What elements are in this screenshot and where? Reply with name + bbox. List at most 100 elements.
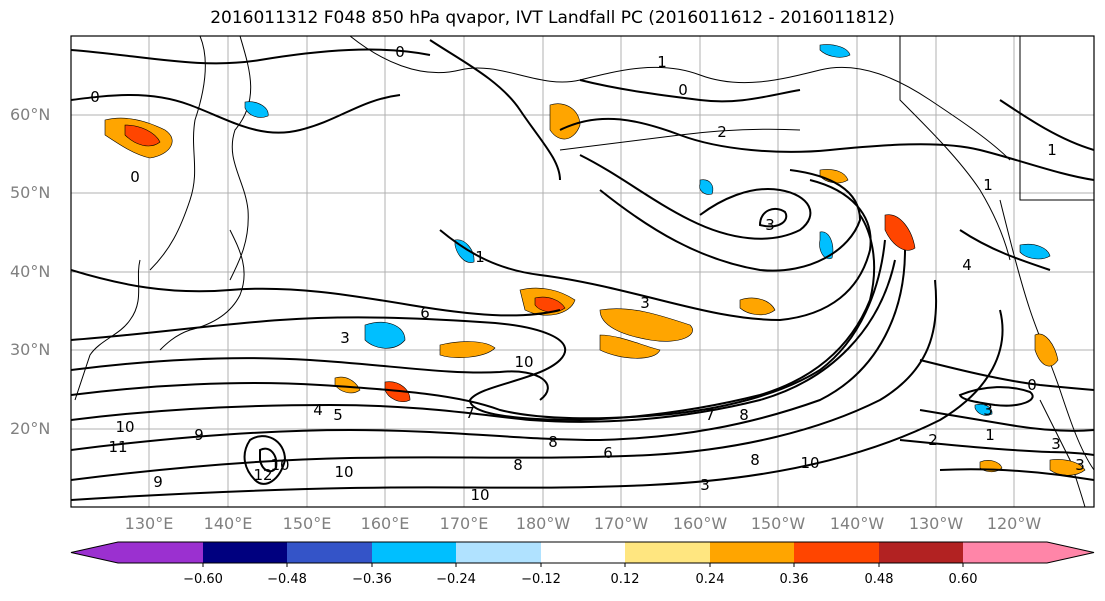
colorbar-extend-low bbox=[71, 542, 118, 563]
colorbar-swatch bbox=[287, 542, 372, 563]
contour-label: 3 bbox=[340, 329, 350, 347]
canada-coast bbox=[899, 36, 1011, 261]
contour-line bbox=[243, 435, 287, 485]
contour-label: 3 bbox=[765, 216, 775, 234]
contour-label: 0 bbox=[130, 168, 140, 186]
contour-line bbox=[919, 409, 1094, 432]
contour-label: 0 bbox=[1027, 376, 1037, 394]
contour-label: 4 bbox=[313, 401, 323, 419]
lon-label: 170°W bbox=[593, 514, 649, 533]
contour-line bbox=[579, 79, 801, 103]
contour-label: 0 bbox=[90, 88, 100, 106]
lon-label: 150°E bbox=[282, 514, 332, 533]
contour-label: 2 bbox=[717, 123, 727, 141]
contour-label: 3 bbox=[983, 401, 993, 419]
qvapor-patch bbox=[244, 101, 269, 118]
contour-line bbox=[999, 99, 1094, 151]
contour-line bbox=[599, 169, 862, 272]
lon-label: 140°E bbox=[203, 514, 253, 533]
qvapor-patch bbox=[974, 403, 993, 416]
contour-label: 1 bbox=[475, 248, 485, 266]
colorbar-tick-label: −0.60 bbox=[183, 572, 223, 587]
contour-label: 7 bbox=[705, 406, 715, 424]
contour-line bbox=[71, 239, 886, 420]
contour-label: 7 bbox=[465, 404, 475, 422]
contour-line bbox=[919, 359, 1094, 391]
contour-line bbox=[899, 439, 1094, 456]
qvapor-patch bbox=[439, 341, 496, 358]
contour-label: 3 bbox=[700, 476, 710, 494]
colorbar-tick-label: −0.12 bbox=[521, 572, 561, 587]
lon-label: 140°W bbox=[829, 514, 885, 533]
contour-label: 8 bbox=[548, 433, 558, 451]
colorbar-tick-label: 0.12 bbox=[610, 572, 640, 587]
colorbar-swatch bbox=[456, 542, 541, 563]
qvapor-patch bbox=[334, 376, 361, 394]
contour-label: 6 bbox=[603, 444, 613, 462]
asia-coast bbox=[229, 36, 252, 281]
colorbar-tick-label: −0.24 bbox=[436, 572, 476, 587]
colorbar-swatch bbox=[625, 542, 710, 563]
contour-label: 1 bbox=[657, 53, 667, 71]
qvapor-patch bbox=[1019, 243, 1051, 260]
colorbar-tick-label: 0.60 bbox=[948, 572, 978, 587]
lon-label: 160°W bbox=[672, 514, 728, 533]
colorbar-swatch bbox=[118, 542, 203, 563]
lat-label: 40°N bbox=[10, 262, 51, 281]
contour-line bbox=[71, 309, 1004, 501]
lat-label: 30°N bbox=[10, 340, 51, 359]
contour-line bbox=[439, 179, 872, 322]
qvapor-patch bbox=[884, 214, 916, 251]
contour-label: 1 bbox=[1047, 141, 1057, 159]
lon-label: 120°W bbox=[986, 514, 1042, 533]
japan-coast bbox=[159, 229, 245, 351]
contour-line bbox=[959, 229, 1051, 271]
contour-label: 8 bbox=[513, 456, 523, 474]
qvapor-patch bbox=[124, 124, 161, 147]
colorbar-swatch bbox=[541, 542, 625, 563]
contour-line bbox=[579, 154, 812, 240]
qvapor-patch bbox=[534, 296, 566, 313]
qvapor-patch bbox=[1049, 459, 1086, 476]
lon-label: 160°E bbox=[360, 514, 410, 533]
lon-label: 130°W bbox=[908, 514, 964, 533]
colorbar-swatch bbox=[963, 542, 1047, 563]
lon-label: 180°W bbox=[515, 514, 571, 533]
colorbar-tick-label: 0.24 bbox=[695, 572, 725, 587]
qvapor-patch bbox=[819, 44, 851, 58]
lon-label: 170°E bbox=[439, 514, 489, 533]
qvapor-patch bbox=[599, 308, 693, 342]
contour-line bbox=[259, 447, 278, 473]
contour-line bbox=[758, 207, 788, 228]
asia-coast-west bbox=[149, 36, 206, 271]
border-line bbox=[1019, 36, 1094, 201]
colorbar-swatch bbox=[710, 542, 794, 563]
qvapor-patch bbox=[1034, 333, 1059, 367]
qvapor-patch bbox=[599, 334, 661, 359]
colorbar bbox=[70, 541, 1095, 567]
contour-line bbox=[71, 259, 896, 423]
contour-label: 9 bbox=[194, 426, 204, 444]
contour-label: 10 bbox=[514, 353, 533, 371]
colorbar-tick-label: −0.48 bbox=[267, 572, 307, 587]
contour-line bbox=[71, 269, 561, 317]
contour-label: 1 bbox=[985, 426, 995, 444]
contour-label: 6 bbox=[420, 304, 430, 322]
contour-label: 10 bbox=[470, 486, 489, 504]
contour-label: 0 bbox=[678, 81, 688, 99]
lat-label: 50°N bbox=[10, 183, 51, 202]
colorbar-outline bbox=[70, 541, 1095, 564]
colorbar-tick-label: 0.48 bbox=[864, 572, 894, 587]
colorbar-swatch bbox=[372, 542, 456, 563]
ivt-contours bbox=[71, 39, 1094, 501]
contour-label: 10 bbox=[334, 463, 353, 481]
lon-label: 130°E bbox=[124, 514, 174, 533]
colorbar-swatch bbox=[794, 542, 879, 563]
contour-line bbox=[71, 249, 906, 451]
contour-line bbox=[958, 386, 1034, 407]
colorbar-extend-high bbox=[1047, 542, 1094, 563]
contour-line bbox=[71, 94, 401, 134]
colorbar-tick-label: −0.36 bbox=[352, 572, 392, 587]
map-frame bbox=[70, 35, 1095, 508]
bering-coast bbox=[349, 36, 1011, 161]
